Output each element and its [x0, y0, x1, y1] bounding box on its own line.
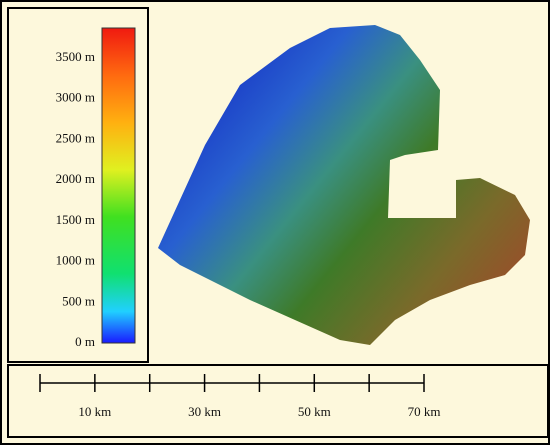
legend-label: 500 m: [62, 293, 95, 308]
scale-box: [7, 364, 549, 438]
legend-label: 3500 m: [56, 49, 95, 64]
legend-labels: 3500 m 3000 m 2500 m 2000 m 1500 m 1000 m 500 …: [56, 49, 95, 349]
scale-label: 50 km: [298, 404, 331, 419]
color-bar: [101, 27, 136, 344]
legend-label: 2500 m: [56, 130, 95, 145]
legend-label: 3000 m: [56, 90, 95, 105]
legend-label: 1000 m: [56, 253, 95, 268]
legend-label: 1500 m: [56, 212, 95, 227]
legend-label: 2000 m: [56, 171, 95, 186]
scale-label: 70 km: [408, 404, 441, 419]
scale-label: 30 km: [188, 404, 221, 419]
terrain: [158, 25, 530, 345]
legend-label: 0 m: [75, 334, 95, 349]
scale-label: 10 km: [78, 404, 111, 419]
scale-bar: [39, 374, 425, 392]
